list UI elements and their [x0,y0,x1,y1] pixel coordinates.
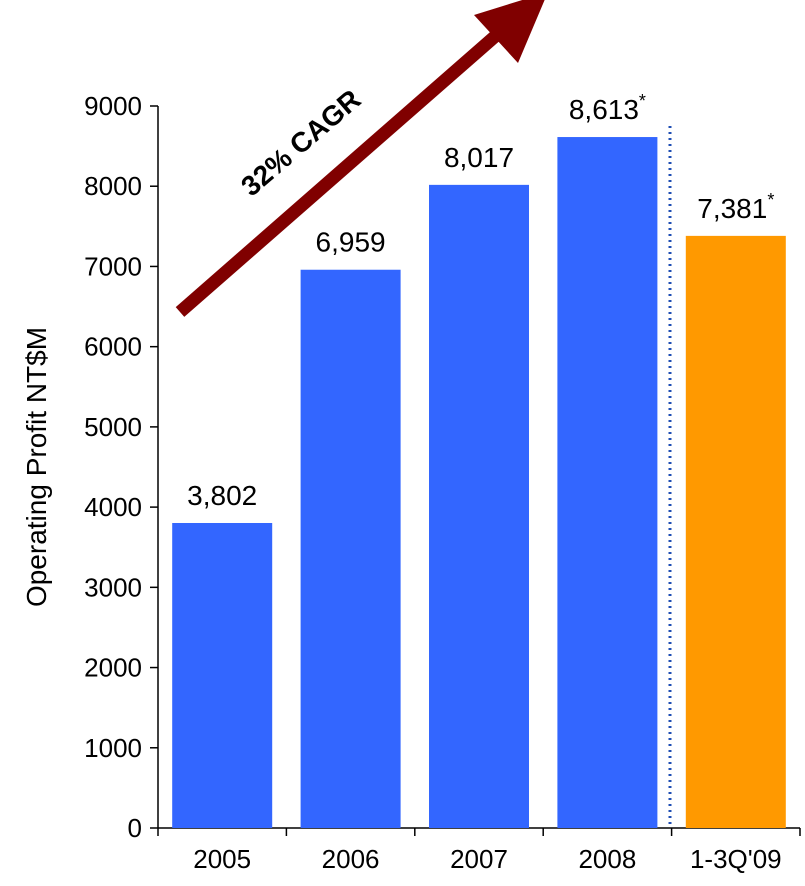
cagr-label: 32% CAGR [235,83,366,202]
footnote-marker: * [639,91,646,111]
y-tick-label: 1000 [84,733,142,763]
bar [685,235,786,829]
y-tick-label: 5000 [84,412,142,442]
y-tick-label: 0 [128,813,142,843]
data-label: 6,959 [316,227,386,258]
x-tick-label: 2005 [193,844,251,874]
y-tick-label: 3000 [84,572,142,602]
y-tick-label: 7000 [84,251,142,281]
x-tick-label: 1-3Q'09 [690,844,782,874]
data-label: 8,613* [569,91,646,125]
y-tick-label: 6000 [84,332,142,362]
cagr-arrow-shaft [175,27,505,317]
bar [557,137,658,828]
bar [300,269,401,829]
x-tick-label: 2008 [578,844,636,874]
axes: 0 1000 2000 3000 4000 5000 6000 7000 8000 9000 200… [84,91,801,874]
data-label: 8,017 [444,142,514,173]
y-axis-label: Operating Profit NT$M [21,327,52,607]
footnote-marker: * [767,190,774,210]
bar [172,522,273,828]
cagr-arrowhead [474,0,545,63]
y-tick-label: 2000 [84,653,142,683]
bars [172,137,786,829]
y-tick-label: 4000 [84,492,142,522]
y-tick-label: 8000 [84,171,142,201]
data-label: 7,381* [697,190,774,224]
x-tick-label: 2006 [322,844,380,874]
data-label: 3,802 [187,480,257,511]
bar [429,184,529,828]
value-labels: 3,802 6,959 8,017 8,613* 7,381* [187,91,774,511]
y-tick-label: 9000 [84,91,142,121]
x-tick-label: 2007 [450,844,508,874]
